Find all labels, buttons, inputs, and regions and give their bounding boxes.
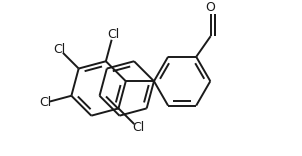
Text: O: O (206, 1, 216, 14)
Text: Cl: Cl (53, 43, 66, 56)
Text: Cl: Cl (39, 96, 51, 109)
Text: Cl: Cl (107, 28, 119, 41)
Text: Cl: Cl (132, 121, 144, 134)
